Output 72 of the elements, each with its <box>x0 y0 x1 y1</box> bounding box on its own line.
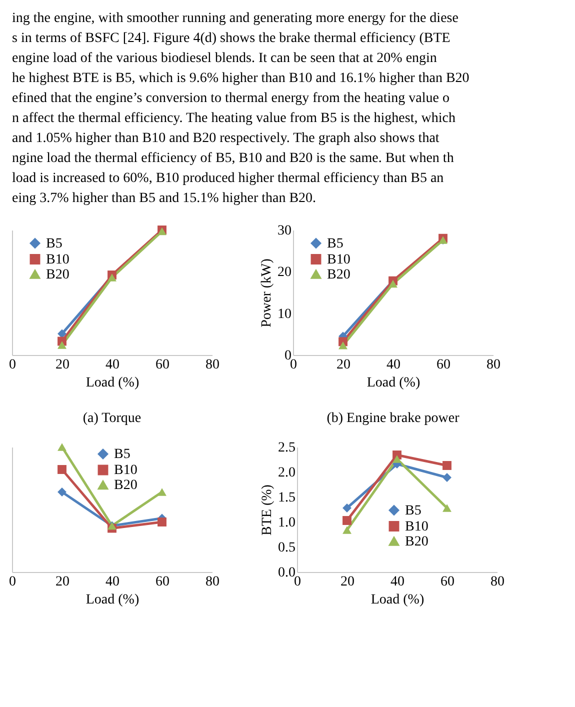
point <box>338 342 348 350</box>
x-axis-title: Load (%) <box>366 376 420 390</box>
x-tick-label: 80 <box>486 358 500 372</box>
legend-label: B10 <box>114 463 138 478</box>
text: and 1.05% higher than B10 and B20 respectively. The graph also shows that <box>12 131 440 146</box>
y-tick-label: 10 <box>278 306 292 322</box>
legend-label: B10 <box>46 252 70 268</box>
x-axis-title: Load (%) <box>86 376 140 390</box>
point <box>342 504 352 512</box>
point <box>342 516 352 525</box>
point <box>442 473 452 482</box>
x-tick-label: 40 <box>106 358 120 372</box>
y-tick-label: 20 <box>278 265 292 280</box>
legend-label: B20 <box>46 267 70 282</box>
legend-label: B5 <box>405 503 422 518</box>
point <box>58 443 66 451</box>
point <box>158 488 166 496</box>
y-tick-label: 2.0 <box>278 466 296 480</box>
x-axis-title: Load (%) <box>86 592 140 608</box>
legend-label: B20 <box>405 534 428 550</box>
point <box>442 504 452 512</box>
text: load is increased to 60%, B10 produced higher thermal efficiency than B5 an <box>12 171 444 186</box>
x-tick-label: 40 <box>386 358 400 372</box>
text: ing the engine, with smoother running and generating more energy for the diese <box>12 11 458 26</box>
y-tick-label: 0.5 <box>278 540 296 556</box>
x-tick-label: 20 <box>56 358 70 372</box>
x-tick-label: 60 <box>156 574 170 590</box>
x-tick-label: 40 <box>106 574 120 590</box>
y-axis-title: BTE (%) <box>260 484 275 536</box>
x-axis-title: Load (%) <box>370 592 424 608</box>
x-tick-label: 60 <box>436 358 450 372</box>
point <box>58 465 66 474</box>
legend-label: B5 <box>46 236 62 252</box>
point <box>388 280 398 288</box>
x-tick-label: 40 <box>390 574 404 590</box>
text: (b) Engine brake power <box>326 411 460 426</box>
y-axis-title: Power (kW) <box>260 258 274 328</box>
legend-label: B10 <box>327 252 350 268</box>
point <box>342 526 352 534</box>
legend-label: B5 <box>327 236 344 252</box>
text: ngine load the thermal efficiency of B5, B10 and B20 is the same. But when th <box>12 151 454 166</box>
legend-label: B20 <box>114 478 138 493</box>
legend-label: B20 <box>327 267 350 282</box>
x-tick-label: 80 <box>206 574 220 590</box>
legend-label: B10 <box>405 519 428 534</box>
point <box>442 461 452 470</box>
text: (a) Torque <box>82 411 142 426</box>
x-tick-label: 80 <box>490 574 504 590</box>
y-tick-label: 1.5 <box>278 490 296 506</box>
text: engine load of the various biodiesel blends. It can be seen that at 20% engin <box>12 51 437 66</box>
x-tick-label: 20 <box>56 574 70 590</box>
y-tick-label: 30 <box>278 224 292 238</box>
x-tick-label: 0 <box>9 358 16 372</box>
x-tick-label: 60 <box>440 574 454 590</box>
x-tick-label: 20 <box>336 358 350 372</box>
text: eing 3.7% higher than B5 and 15.1% higher than B20. <box>12 191 316 206</box>
y-tick-label: 2.5 <box>278 440 296 456</box>
point <box>158 518 166 526</box>
y-tick-label: 1.0 <box>278 516 296 530</box>
text: n affect the thermal efficiency. The heating value from B5 is the highest, which <box>12 111 456 126</box>
legend-label: B5 <box>114 447 130 462</box>
point <box>58 341 66 349</box>
x-tick-label: 20 <box>340 574 354 590</box>
point <box>392 455 402 463</box>
x-tick-label: 0 <box>9 574 16 590</box>
text: efined that the engine’s conversion to thermal energy from the heating value o <box>12 91 450 106</box>
point <box>58 488 66 496</box>
x-tick-label: 80 <box>206 358 220 372</box>
text: s in terms of BSFC [24]. Figure 4(d) shows the brake thermal efficiency (BTE <box>12 31 450 46</box>
text: he highest BTE is B5, which is 9.6% higher than B10 and 16.1% higher than B20 <box>12 71 470 86</box>
y-tick-label: 0.0 <box>278 566 296 580</box>
x-tick-label: 60 <box>156 358 170 372</box>
